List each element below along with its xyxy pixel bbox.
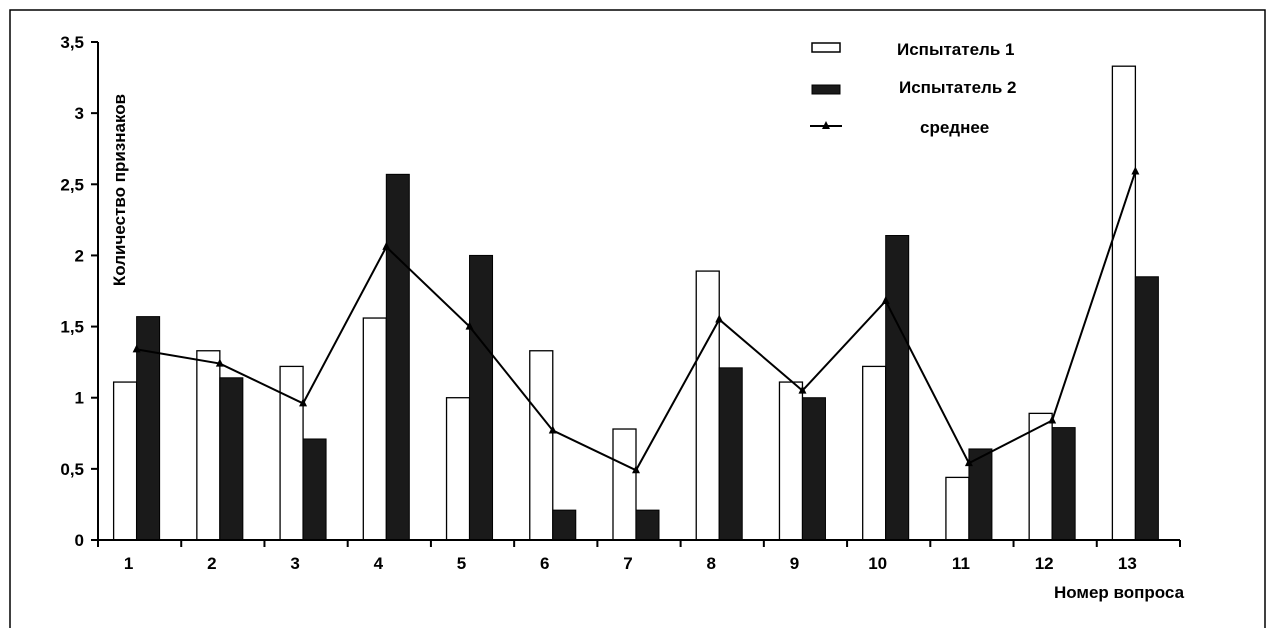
avg-point: [299, 398, 308, 407]
y-tick-label: 1: [75, 389, 84, 408]
avg-point: [465, 321, 474, 330]
x-tick-label: 8: [706, 554, 715, 573]
bar-ispytatel-1: [529, 350, 554, 541]
legend: Испытатель 1 Испытатель 2 среднее: [810, 40, 1016, 137]
bar-ispytatel-2: [385, 173, 410, 541]
x-axis-ticks: 1 2 3 4 5 6 7 8 9 10 11 12 13: [97, 540, 1181, 573]
series-srednee-line: [132, 166, 1140, 474]
legend-label-srednee: среднее: [920, 118, 989, 137]
bar-ispytatel-1: [196, 350, 221, 541]
legend-label-ispytatel-1: Испытатель 1: [897, 40, 1014, 59]
x-tick-label: 9: [790, 554, 799, 573]
avg-point: [632, 465, 640, 474]
bar-ispytatel-1: [1028, 412, 1053, 541]
y-tick-label: 2,5: [60, 175, 84, 194]
series-ispytatel-2-bars: [136, 173, 1159, 541]
avg-point: [715, 314, 724, 323]
bar-ispytatel-1: [362, 317, 387, 541]
avg-point: [382, 241, 391, 250]
bar-ispytatel-1: [695, 270, 720, 541]
y-tick-label: 3,5: [60, 33, 84, 52]
x-tick-label: 7: [623, 554, 632, 573]
bar-ispytatel-2: [968, 448, 993, 541]
bar-ispytatel-2: [219, 377, 244, 541]
avg-point: [548, 425, 557, 434]
legend-marker-srednee: [822, 121, 830, 129]
bar-ispytatel-1: [778, 381, 804, 541]
x-tick-label: 12: [1035, 554, 1054, 573]
x-tick-label: 13: [1118, 554, 1137, 573]
bar-ispytatel-1: [112, 381, 138, 541]
bar-ispytatel-2: [1134, 276, 1159, 541]
y-tick-label: 0,5: [60, 460, 84, 479]
bar-ispytatel-1: [1111, 65, 1137, 541]
legend-swatch-ispytatel-2: [811, 84, 841, 95]
bar-ispytatel-2: [552, 509, 577, 541]
y-axis-title: Количество признаков: [110, 94, 129, 286]
bar-ispytatel-2: [469, 254, 494, 541]
x-tick-label: 1: [124, 554, 133, 573]
avg-point: [881, 295, 890, 304]
x-tick-label: 3: [290, 554, 299, 573]
bar-ispytatel-1: [445, 397, 471, 541]
bar-ispytatel-1: [612, 428, 637, 541]
x-tick-label: 5: [457, 554, 466, 573]
bar-ispytatel-2: [302, 438, 327, 541]
y-axis-ticks: 0 0,5 1 1,5 2 2,5 3 3,5: [60, 33, 98, 550]
x-tick-label: 2: [207, 554, 216, 573]
x-tick-label: 11: [952, 554, 970, 573]
y-tick-label: 3: [75, 104, 84, 123]
bar-ispytatel-1: [862, 365, 887, 541]
y-tick-label: 2: [75, 246, 84, 265]
bar-ispytatel-2: [1051, 427, 1076, 541]
avg-point: [798, 385, 807, 394]
avg-point: [964, 458, 973, 467]
chart-frame: [9, 9, 1266, 628]
bar-ispytatel-2: [801, 397, 826, 541]
bar-ispytatel-1: [279, 365, 304, 541]
avg-point: [1131, 166, 1140, 175]
avg-point: [1048, 415, 1057, 424]
x-tick-label: 6: [540, 554, 549, 573]
legend-swatch-ispytatel-1: [811, 42, 841, 53]
bar-ispytatel-2: [635, 509, 660, 541]
avg-point: [132, 344, 141, 353]
y-tick-label: 1,5: [60, 318, 84, 337]
bar-ispytatel-1: [945, 476, 970, 541]
avg-point: [215, 358, 224, 367]
legend-label-ispytatel-2: Испытатель 2: [899, 78, 1016, 97]
x-tick-label: 4: [374, 554, 384, 573]
bar-ispytatel-2: [718, 367, 743, 541]
series-ispytatel-1-bars: [112, 65, 1137, 541]
x-tick-label: 10: [868, 554, 887, 573]
x-axis-title: Номер вопроса: [1054, 583, 1185, 602]
bar-ispytatel-2: [885, 235, 910, 541]
y-tick-label: 0: [75, 531, 84, 550]
